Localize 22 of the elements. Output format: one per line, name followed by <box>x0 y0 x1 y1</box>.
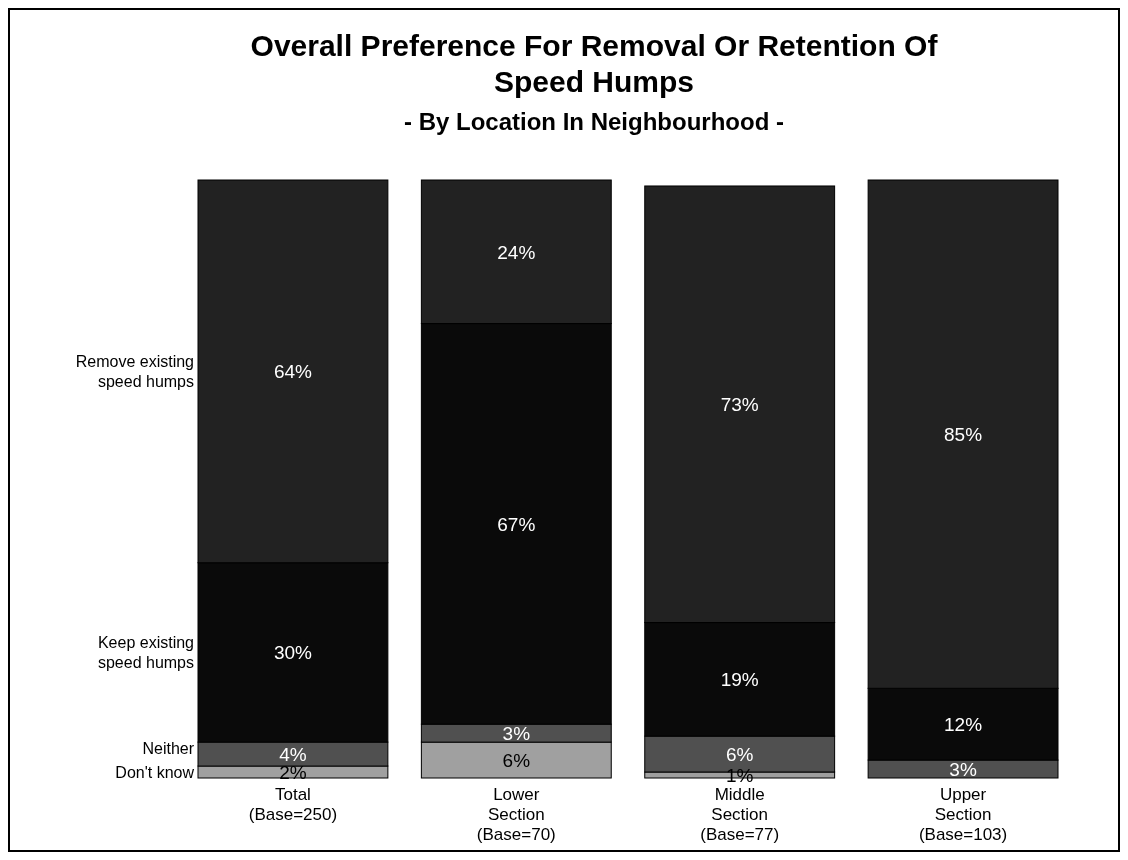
data-label: 12% <box>944 714 983 736</box>
data-label: 30% <box>273 642 313 664</box>
data-label: 64% <box>273 361 313 383</box>
chart-title: Overall Preference For Removal Or Retention Of Speed Humps <box>250 29 939 98</box>
series-label: Don't know <box>115 764 195 782</box>
series-label: Keep existing speed humps <box>97 634 194 672</box>
x-tick-label: Lower Section (Base=70) <box>476 785 556 844</box>
x-tick-label: Upper Section (Base=103) <box>918 785 1008 844</box>
x-tick-label: Total (Base=250) <box>248 785 338 824</box>
data-label: 6% <box>502 750 531 772</box>
x-tick-label: Middle Section (Base=77) <box>700 785 780 844</box>
series-label: Neither <box>142 740 195 758</box>
data-label: 3% <box>502 723 531 745</box>
data-label: 24% <box>497 241 536 263</box>
data-label: 67% <box>497 513 536 535</box>
data-label: 73% <box>720 394 759 416</box>
data-label: 19% <box>720 669 759 691</box>
chart-subtitle: - By Location In Neighbourhood - <box>404 108 784 135</box>
series-label: Remove existing speed humps <box>75 353 194 391</box>
data-label: 85% <box>944 424 983 446</box>
data-label: 3% <box>949 759 977 781</box>
data-label: 6% <box>725 744 754 766</box>
